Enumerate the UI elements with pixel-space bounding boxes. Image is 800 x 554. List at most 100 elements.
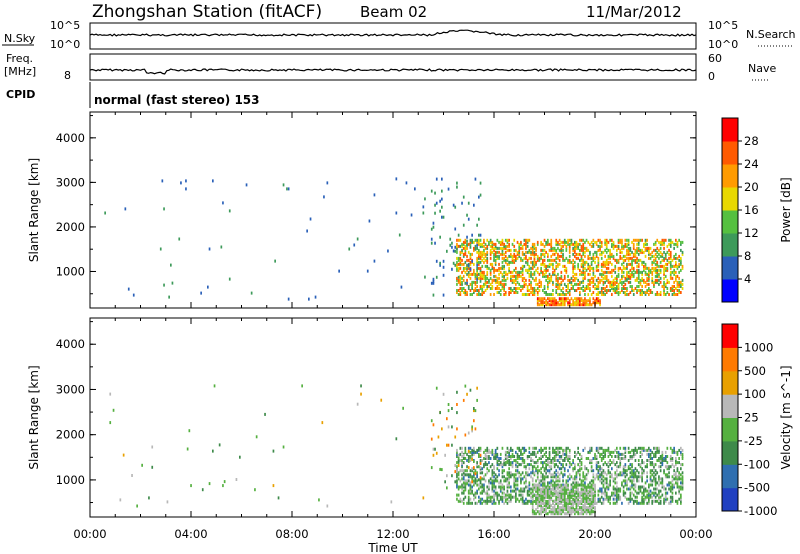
velocity-echo-cell — [600, 489, 603, 493]
velocity-echo-cell — [557, 506, 559, 510]
power-echo-cell — [624, 293, 627, 296]
velocity-echo-cell — [462, 469, 465, 473]
velocity-echo-cell — [597, 471, 600, 475]
power-echo-cell — [471, 282, 473, 286]
velocity-echo-cell — [531, 495, 534, 499]
power-echo-cell — [516, 250, 519, 254]
velocity-echo-cell — [469, 459, 472, 462]
velocity-echo-cell — [616, 497, 618, 501]
power-echo-cell — [587, 299, 590, 303]
velocity-echo-cell — [671, 499, 674, 503]
velocity-echo-cell — [474, 481, 477, 485]
power-echo-cell — [669, 256, 672, 260]
power-echo-cell — [474, 238, 477, 242]
power-echo-cell — [356, 237, 359, 241]
power-echo-cell — [641, 238, 643, 242]
velocity-echo-cell — [594, 452, 596, 456]
power-echo-cell — [536, 282, 539, 286]
power-echo-cell — [474, 274, 477, 278]
velocity-echo-cell — [585, 489, 588, 493]
power-echo-cell — [557, 303, 559, 307]
velocity-echo-cell — [604, 481, 606, 485]
velocity-echo-cell — [574, 485, 576, 489]
velocity-echo-cell — [580, 500, 583, 503]
velocity-echo-cell — [595, 475, 598, 479]
velocity-echo-cell — [493, 457, 495, 460]
velocity-echo-cell — [661, 459, 664, 462]
power-echo-cell — [496, 268, 499, 272]
power-echo-cell — [481, 254, 484, 258]
velocity-echo-cell — [456, 452, 458, 456]
velocity-echo-cell — [555, 483, 558, 487]
power-echo-cell — [656, 262, 659, 266]
velocity-echo-cell — [653, 491, 655, 495]
power-echo-cell — [486, 272, 489, 276]
velocity-echo-cell — [575, 508, 578, 512]
velocity-echo-cell — [602, 501, 605, 505]
power-echo-cell — [373, 193, 376, 197]
velocity-echo-cell — [439, 467, 441, 471]
power-echo-cell — [228, 277, 231, 281]
velocity-echo-cell — [510, 485, 512, 489]
power-echo-cell — [605, 278, 608, 282]
velocity-echo-cell — [575, 510, 578, 514]
velocity-echo-cell — [577, 483, 579, 487]
velocity-echo-cell — [579, 500, 581, 503]
velocity-echo-cell — [644, 481, 647, 485]
power-echo-cell — [476, 274, 478, 278]
power-echo-cell — [587, 282, 590, 286]
power-echo-cell — [619, 280, 622, 284]
power-echo-cell — [570, 276, 573, 280]
power-echo-cell — [678, 280, 680, 284]
velocity-echo-cell — [553, 463, 556, 467]
velocity-echo-cell — [680, 497, 682, 501]
power-echo-cell — [536, 293, 539, 296]
velocity-echo-cell — [658, 491, 660, 495]
power-echo-cell — [557, 282, 559, 286]
velocity-echo-cell — [585, 495, 588, 499]
velocity-echo-cell — [533, 473, 536, 477]
velocity-echo-cell — [456, 468, 458, 472]
power-echo-cell — [568, 246, 571, 250]
velocity-echo-cell — [602, 485, 605, 489]
power-echo-cell — [587, 240, 590, 244]
power-echo-cell — [663, 256, 665, 260]
velocity-colorbar-tick-label: -1000 — [744, 504, 777, 518]
velocity-echo-cell — [473, 407, 475, 410]
power-echo-cell — [523, 280, 526, 284]
power-echo-cell — [648, 252, 650, 256]
power-echo-cell — [533, 270, 536, 274]
velocity-ytick-label: 1000 — [56, 473, 85, 487]
velocity-echo-cell — [577, 495, 579, 499]
velocity-echo-cell — [563, 500, 566, 503]
power-echo-cell — [637, 268, 640, 272]
power-echo-cell — [621, 268, 623, 272]
velocity-echo-cell — [560, 506, 563, 510]
velocity-echo-cell — [555, 491, 558, 495]
power-echo-cell — [637, 272, 640, 276]
velocity-echo-cell — [536, 497, 539, 501]
velocity-echo-cell — [592, 495, 595, 499]
power-echo-cell — [616, 258, 618, 262]
velocity-echo-cell — [653, 452, 655, 456]
velocity-echo-cell — [614, 501, 617, 505]
power-echo-cell — [656, 268, 659, 272]
velocity-echo-cell — [555, 475, 558, 479]
power-echo-cell — [478, 293, 480, 296]
velocity-echo-cell — [547, 483, 549, 487]
power-echo-cell — [308, 297, 310, 301]
velocity-echo-cell — [548, 504, 551, 508]
power-echo-cell — [542, 242, 544, 246]
power-echo-cell — [486, 246, 489, 250]
velocity-echo-cell — [553, 487, 556, 491]
velocity-echo-cell — [542, 463, 544, 467]
power-echo-cell — [627, 252, 630, 256]
velocity-echo-cell — [675, 459, 677, 462]
power-echo-cell — [491, 278, 494, 282]
velocity-echo-cell — [636, 501, 638, 505]
power-echo-cell — [483, 240, 485, 244]
velocity-echo-cell — [493, 497, 495, 501]
velocity-echo-cell — [557, 479, 559, 483]
power-echo-cell — [626, 256, 628, 260]
velocity-echo-cell — [503, 475, 505, 479]
